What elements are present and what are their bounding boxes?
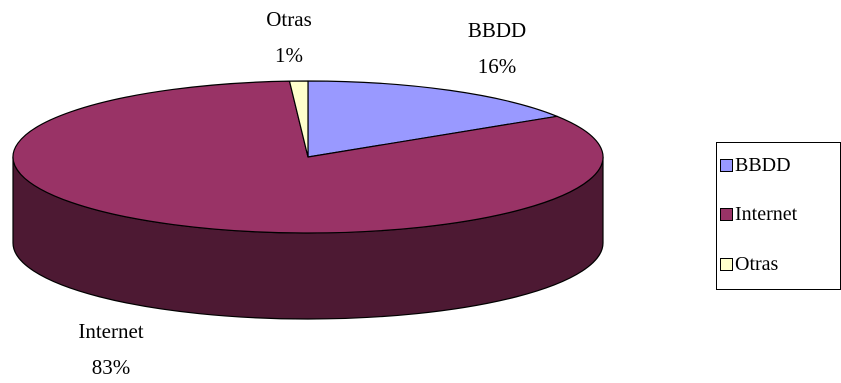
legend-swatch-bbdd xyxy=(720,158,733,172)
legend-label-internet: Internet xyxy=(735,202,798,225)
legend-swatch-internet xyxy=(720,207,733,221)
legend-label-otras: Otras xyxy=(735,252,779,275)
legend-item-internet: Internet xyxy=(720,201,797,227)
legend-label-bbdd: BBDD xyxy=(735,153,791,176)
slice-value-otras: 1% xyxy=(275,43,303,67)
legend-item-otras: Otras xyxy=(720,251,778,277)
slice-value-bbdd: 16% xyxy=(478,54,517,78)
slice-label-internet: Internet xyxy=(78,319,143,343)
slice-label-otras: Otras xyxy=(266,7,312,31)
legend-item-bbdd: BBDD xyxy=(720,152,791,178)
pie-slice-bbdd xyxy=(307,80,558,158)
legend-swatch-otras xyxy=(720,257,733,271)
pie-tops xyxy=(12,80,604,234)
chart-legend: BBDD Internet Otras xyxy=(716,142,841,290)
pie-slice-otras xyxy=(288,80,309,158)
slice-label-bbdd: BBDD xyxy=(468,18,526,42)
slice-value-internet: 83% xyxy=(92,355,131,379)
